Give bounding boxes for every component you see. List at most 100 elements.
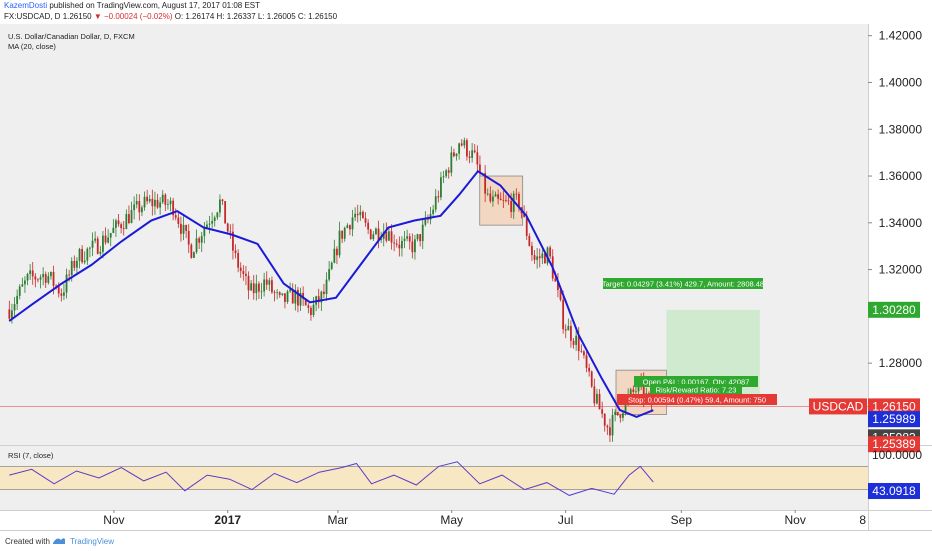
candle-body xyxy=(221,199,224,202)
candle-body xyxy=(325,279,328,295)
candle-body xyxy=(289,289,292,292)
candle-body xyxy=(476,152,479,165)
candle-body xyxy=(193,252,195,258)
candle-body xyxy=(164,194,167,205)
candle-body xyxy=(141,207,143,213)
candle-body xyxy=(525,216,528,236)
candle-body xyxy=(590,371,593,387)
candle-body xyxy=(380,238,383,241)
candle-body xyxy=(50,271,52,277)
candle-body xyxy=(367,222,370,230)
candle-body xyxy=(390,231,393,243)
candle-body xyxy=(26,273,29,281)
candle-body xyxy=(375,228,377,235)
author-link[interactable]: KazemDosti xyxy=(4,1,48,10)
x-tick-label: Sep xyxy=(671,513,693,527)
candle-body xyxy=(544,253,546,264)
candle-body xyxy=(447,170,450,173)
candle-body xyxy=(234,250,237,254)
ohlc-values: O: 1.26174 H: 1.26337 L: 1.26005 C: 1.26… xyxy=(174,12,338,21)
candle-body xyxy=(468,156,471,158)
candle-body xyxy=(414,239,416,253)
candle-body xyxy=(333,248,336,263)
candle-body xyxy=(276,292,279,294)
candle-body xyxy=(515,193,518,195)
candle-body xyxy=(8,309,11,319)
ma-price-label: 1.25989 xyxy=(872,412,916,426)
candle-body xyxy=(304,299,307,306)
candle-body xyxy=(562,299,565,330)
rsi-line xyxy=(9,461,654,496)
candle-body xyxy=(138,201,141,213)
candle-body xyxy=(588,367,591,372)
candle-body xyxy=(336,248,338,256)
open-pnl-annotation-bg xyxy=(634,376,758,387)
candle-body xyxy=(492,196,494,202)
candle-body xyxy=(174,215,177,218)
candle-body xyxy=(455,153,458,157)
candle-body xyxy=(585,355,588,368)
candle-body xyxy=(130,210,133,223)
candle-body xyxy=(112,227,115,233)
last-price-text: 1.26150 xyxy=(62,12,92,21)
candle-body xyxy=(531,245,533,256)
candle-body xyxy=(606,425,609,428)
candle-body xyxy=(642,381,645,399)
candle-body xyxy=(107,237,110,243)
candle-body xyxy=(596,393,598,404)
candle-body xyxy=(489,193,492,202)
candle-body xyxy=(466,140,468,157)
y-tick-label: 1.34000 xyxy=(879,216,923,230)
publication-line: KazemDosti published on TradingView.com,… xyxy=(4,1,260,10)
candle-body xyxy=(151,198,154,207)
candle-body xyxy=(341,230,344,239)
created-with-text: Created with xyxy=(5,537,50,546)
candle-body xyxy=(250,283,253,291)
candle-body xyxy=(393,242,396,244)
candle-body xyxy=(557,281,559,291)
candle-body xyxy=(570,325,572,341)
candle-body xyxy=(146,196,149,202)
candle-body xyxy=(229,231,232,233)
x-tick-label: Mar xyxy=(328,513,349,527)
candle-body xyxy=(104,235,107,243)
ohlc-line: FX:USDCAD, D 1.26150 ▼ −0.00024 (−0.02%)… xyxy=(4,12,337,21)
symbol-price-label: USDCAD xyxy=(813,399,864,413)
candle-body xyxy=(297,289,299,306)
candle-body xyxy=(76,260,78,268)
candle-body xyxy=(203,228,206,237)
highlight-box-1[interactable] xyxy=(479,175,524,226)
published-text: published on TradingView.com, August 17,… xyxy=(49,1,261,10)
candle-body xyxy=(245,273,247,276)
candle-body xyxy=(180,223,182,234)
candle-body xyxy=(323,291,325,295)
candle-body xyxy=(346,225,349,228)
y-tick-label: 1.40000 xyxy=(879,75,923,89)
candle-body xyxy=(271,280,273,293)
tradingview-brand[interactable]: TradingView xyxy=(70,537,115,546)
candle-body xyxy=(424,218,427,225)
candle-body xyxy=(369,229,372,240)
candle-body xyxy=(34,276,37,280)
candle-body xyxy=(16,295,19,305)
candle-body xyxy=(382,231,385,239)
candle-body xyxy=(39,277,42,280)
candle-body xyxy=(302,292,305,300)
candle-body xyxy=(161,194,164,203)
candle-body xyxy=(148,198,151,202)
rsi-legend-label: RSI (7, close) xyxy=(8,451,54,460)
candle-body xyxy=(99,251,102,254)
candle-body xyxy=(219,199,221,213)
y-tick-label: 1.38000 xyxy=(879,122,923,136)
candle-body xyxy=(362,211,364,219)
candle-body xyxy=(135,201,138,205)
candle-body xyxy=(416,234,419,240)
candle-body xyxy=(52,271,55,286)
candle-body xyxy=(198,238,201,243)
candle-body xyxy=(307,305,310,308)
candle-body xyxy=(21,284,24,287)
candle-body xyxy=(167,204,169,206)
rsi-y-tick-label: 100.0000 xyxy=(872,448,922,462)
x-tick-label: 8 xyxy=(859,513,866,527)
